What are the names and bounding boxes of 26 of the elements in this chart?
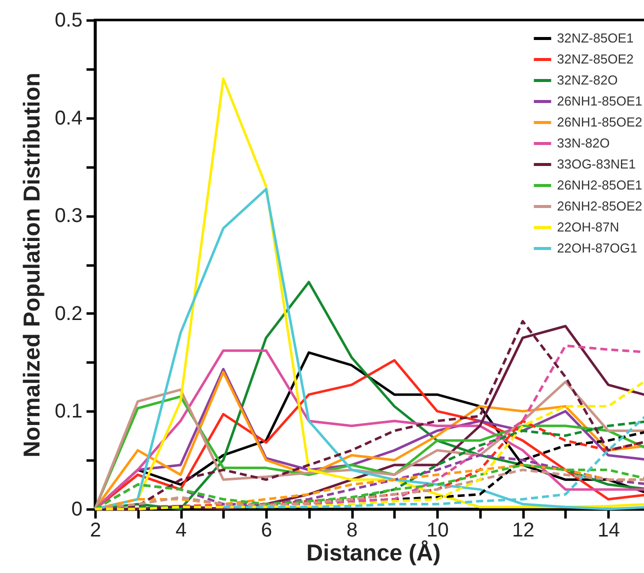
legend-label: 32NZ-82O <box>557 72 618 88</box>
y-tick-label: 0.4 <box>54 107 82 130</box>
x-axis-title: Distance (Å) <box>306 540 441 566</box>
legend-label: 26NH2-85OE2 <box>557 198 642 214</box>
y-tick-label: 0.5 <box>54 10 82 32</box>
legend-label: 26NH1-85OE2 <box>557 114 642 130</box>
legend-label: 32NZ-85OE1 <box>557 30 634 46</box>
legend-label: 32NZ-85OE2 <box>557 52 634 66</box>
y-tick-label: 0.2 <box>54 302 82 325</box>
legend-label: 22OH-87N <box>557 220 620 234</box>
y-tick-label: 0.1 <box>54 400 82 423</box>
y-tick-label: 0.3 <box>54 205 82 228</box>
legend-label: 33OG-83NE1 <box>557 156 636 172</box>
legend-label: 26NH2-85OE1 <box>557 178 642 192</box>
x-tick-label: 10 <box>426 520 449 542</box>
y-axis-title: Normalized Population Distribution <box>18 72 45 458</box>
legend-label: 26NH1-85OE1 <box>557 94 642 108</box>
x-tick-label: 12 <box>512 520 534 542</box>
y-tick-label: 0 <box>71 498 82 520</box>
x-tick-label: 14 <box>598 520 620 542</box>
legend-label: 33N-82O <box>557 136 610 150</box>
legend-label: 22OH-87OG1 <box>557 240 638 256</box>
x-tick-label: 4 <box>175 520 187 542</box>
x-tick-label: 2 <box>90 520 102 542</box>
x-tick-label: 6 <box>261 520 272 542</box>
x-tick-label: 8 <box>346 520 358 542</box>
